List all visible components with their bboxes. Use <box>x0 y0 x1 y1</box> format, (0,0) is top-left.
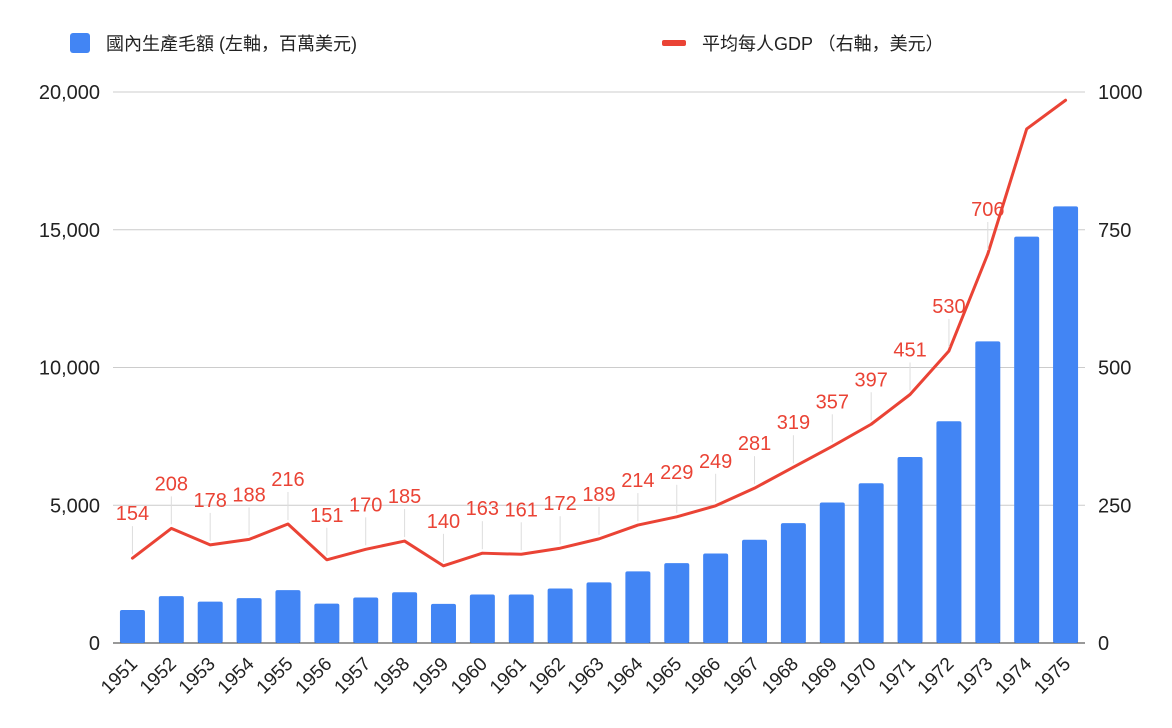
x-tick-label: 1953 <box>175 654 220 699</box>
y-right-tick-label: 500 <box>1098 358 1131 380</box>
x-tick-label: 1967 <box>719 654 764 699</box>
legend-label-per-capita: 平均每人GDP （右軸，美元） <box>702 34 944 54</box>
bar <box>1014 236 1040 643</box>
bar <box>586 582 612 643</box>
data-label: 188 <box>232 484 265 506</box>
data-label: 216 <box>271 469 304 491</box>
x-tick-label: 1975 <box>1030 654 1075 699</box>
x-tick-label: 1958 <box>369 654 414 699</box>
bar <box>742 539 768 643</box>
bar <box>858 483 884 643</box>
x-tick-label: 1962 <box>525 654 570 699</box>
bar <box>819 502 845 643</box>
legend-swatch-per-capita <box>662 40 686 46</box>
data-label: 178 <box>194 490 227 512</box>
bar <box>197 601 223 643</box>
legend-item-per-capita: 平均每人GDP （右軸，美元） <box>662 30 944 56</box>
x-tick-label: 1951 <box>97 654 142 699</box>
x-tick-label: 1961 <box>486 654 531 699</box>
legend-swatch-gdp <box>70 33 90 53</box>
data-label: 214 <box>621 470 654 492</box>
x-tick-label: 1956 <box>292 654 337 699</box>
bar <box>897 457 923 643</box>
bar <box>780 523 806 643</box>
data-label: 172 <box>543 493 576 515</box>
bar <box>664 563 690 643</box>
x-tick-label: 1954 <box>214 653 259 698</box>
bar <box>469 594 495 643</box>
y-left-tick-label: 20,000 <box>39 82 100 104</box>
bar <box>508 594 534 643</box>
data-label: 229 <box>660 462 693 484</box>
x-tick-label: 1952 <box>136 654 181 699</box>
data-label: 319 <box>777 412 810 434</box>
bar <box>392 592 418 643</box>
bar <box>625 571 651 643</box>
data-label: 530 <box>932 296 965 318</box>
data-label: 208 <box>155 473 188 495</box>
data-label: 161 <box>505 499 538 521</box>
data-label: 151 <box>310 505 343 527</box>
data-label: 397 <box>854 369 887 391</box>
y-left-tick-label: 15,000 <box>39 220 100 242</box>
x-tick-label: 1955 <box>253 654 298 699</box>
x-tick-label: 1968 <box>758 654 803 699</box>
x-tick-label: 1960 <box>447 654 492 699</box>
bar <box>275 590 301 643</box>
series-line <box>130 98 1068 568</box>
x-tick-label: 1969 <box>797 654 842 699</box>
y-left-tick-label: 5,000 <box>50 495 100 517</box>
bar <box>430 603 456 643</box>
x-tick-label: 1971 <box>875 654 920 699</box>
x-tick-label: 1970 <box>836 654 881 699</box>
bar <box>353 597 379 643</box>
bar <box>119 609 145 643</box>
data-label: 706 <box>971 199 1004 221</box>
data-label: 357 <box>816 391 849 413</box>
x-tick-label: 1957 <box>331 654 376 699</box>
data-label: 185 <box>388 486 421 508</box>
x-tick-label: 1965 <box>642 654 687 699</box>
bar <box>703 553 729 643</box>
x-tick-label: 1964 <box>603 653 648 698</box>
bar <box>1053 206 1079 643</box>
data-label: 170 <box>349 494 382 516</box>
y-right-tick-label: 250 <box>1098 495 1131 517</box>
chart-legend: 國內生產毛額 (左軸，百萬美元) 平均每人GDP （右軸，美元） <box>0 30 1172 60</box>
x-tick-label: 1963 <box>564 654 609 699</box>
y-right-tick-label: 1000 <box>1098 82 1143 104</box>
legend-item-gdp: 國內生產毛額 (左軸，百萬美元) <box>70 30 357 56</box>
y-left-tick-label: 0 <box>89 633 100 655</box>
bar <box>975 341 1001 643</box>
legend-label-gdp: 國內生產毛額 (左軸，百萬美元) <box>106 34 357 54</box>
data-label: 140 <box>427 511 460 533</box>
x-tick-label: 1966 <box>680 654 725 699</box>
data-label: 281 <box>738 433 771 455</box>
data-label: 154 <box>116 503 149 525</box>
x-tick-label: 1973 <box>953 654 998 699</box>
data-label: 451 <box>893 339 926 361</box>
y-right-tick-label: 0 <box>1098 633 1109 655</box>
bar <box>547 588 573 643</box>
data-label: 189 <box>582 484 615 506</box>
data-label: 249 <box>699 451 732 473</box>
y-right-tick-label: 750 <box>1098 220 1131 242</box>
y-left-tick-label: 10,000 <box>39 358 100 380</box>
bar <box>158 596 184 643</box>
data-label: 163 <box>466 498 499 520</box>
x-tick-label: 1972 <box>914 654 959 699</box>
x-tick-label: 1974 <box>991 653 1036 698</box>
bar <box>314 603 340 643</box>
bar <box>236 598 262 643</box>
bar <box>936 421 962 643</box>
x-tick-label: 1959 <box>408 654 453 699</box>
